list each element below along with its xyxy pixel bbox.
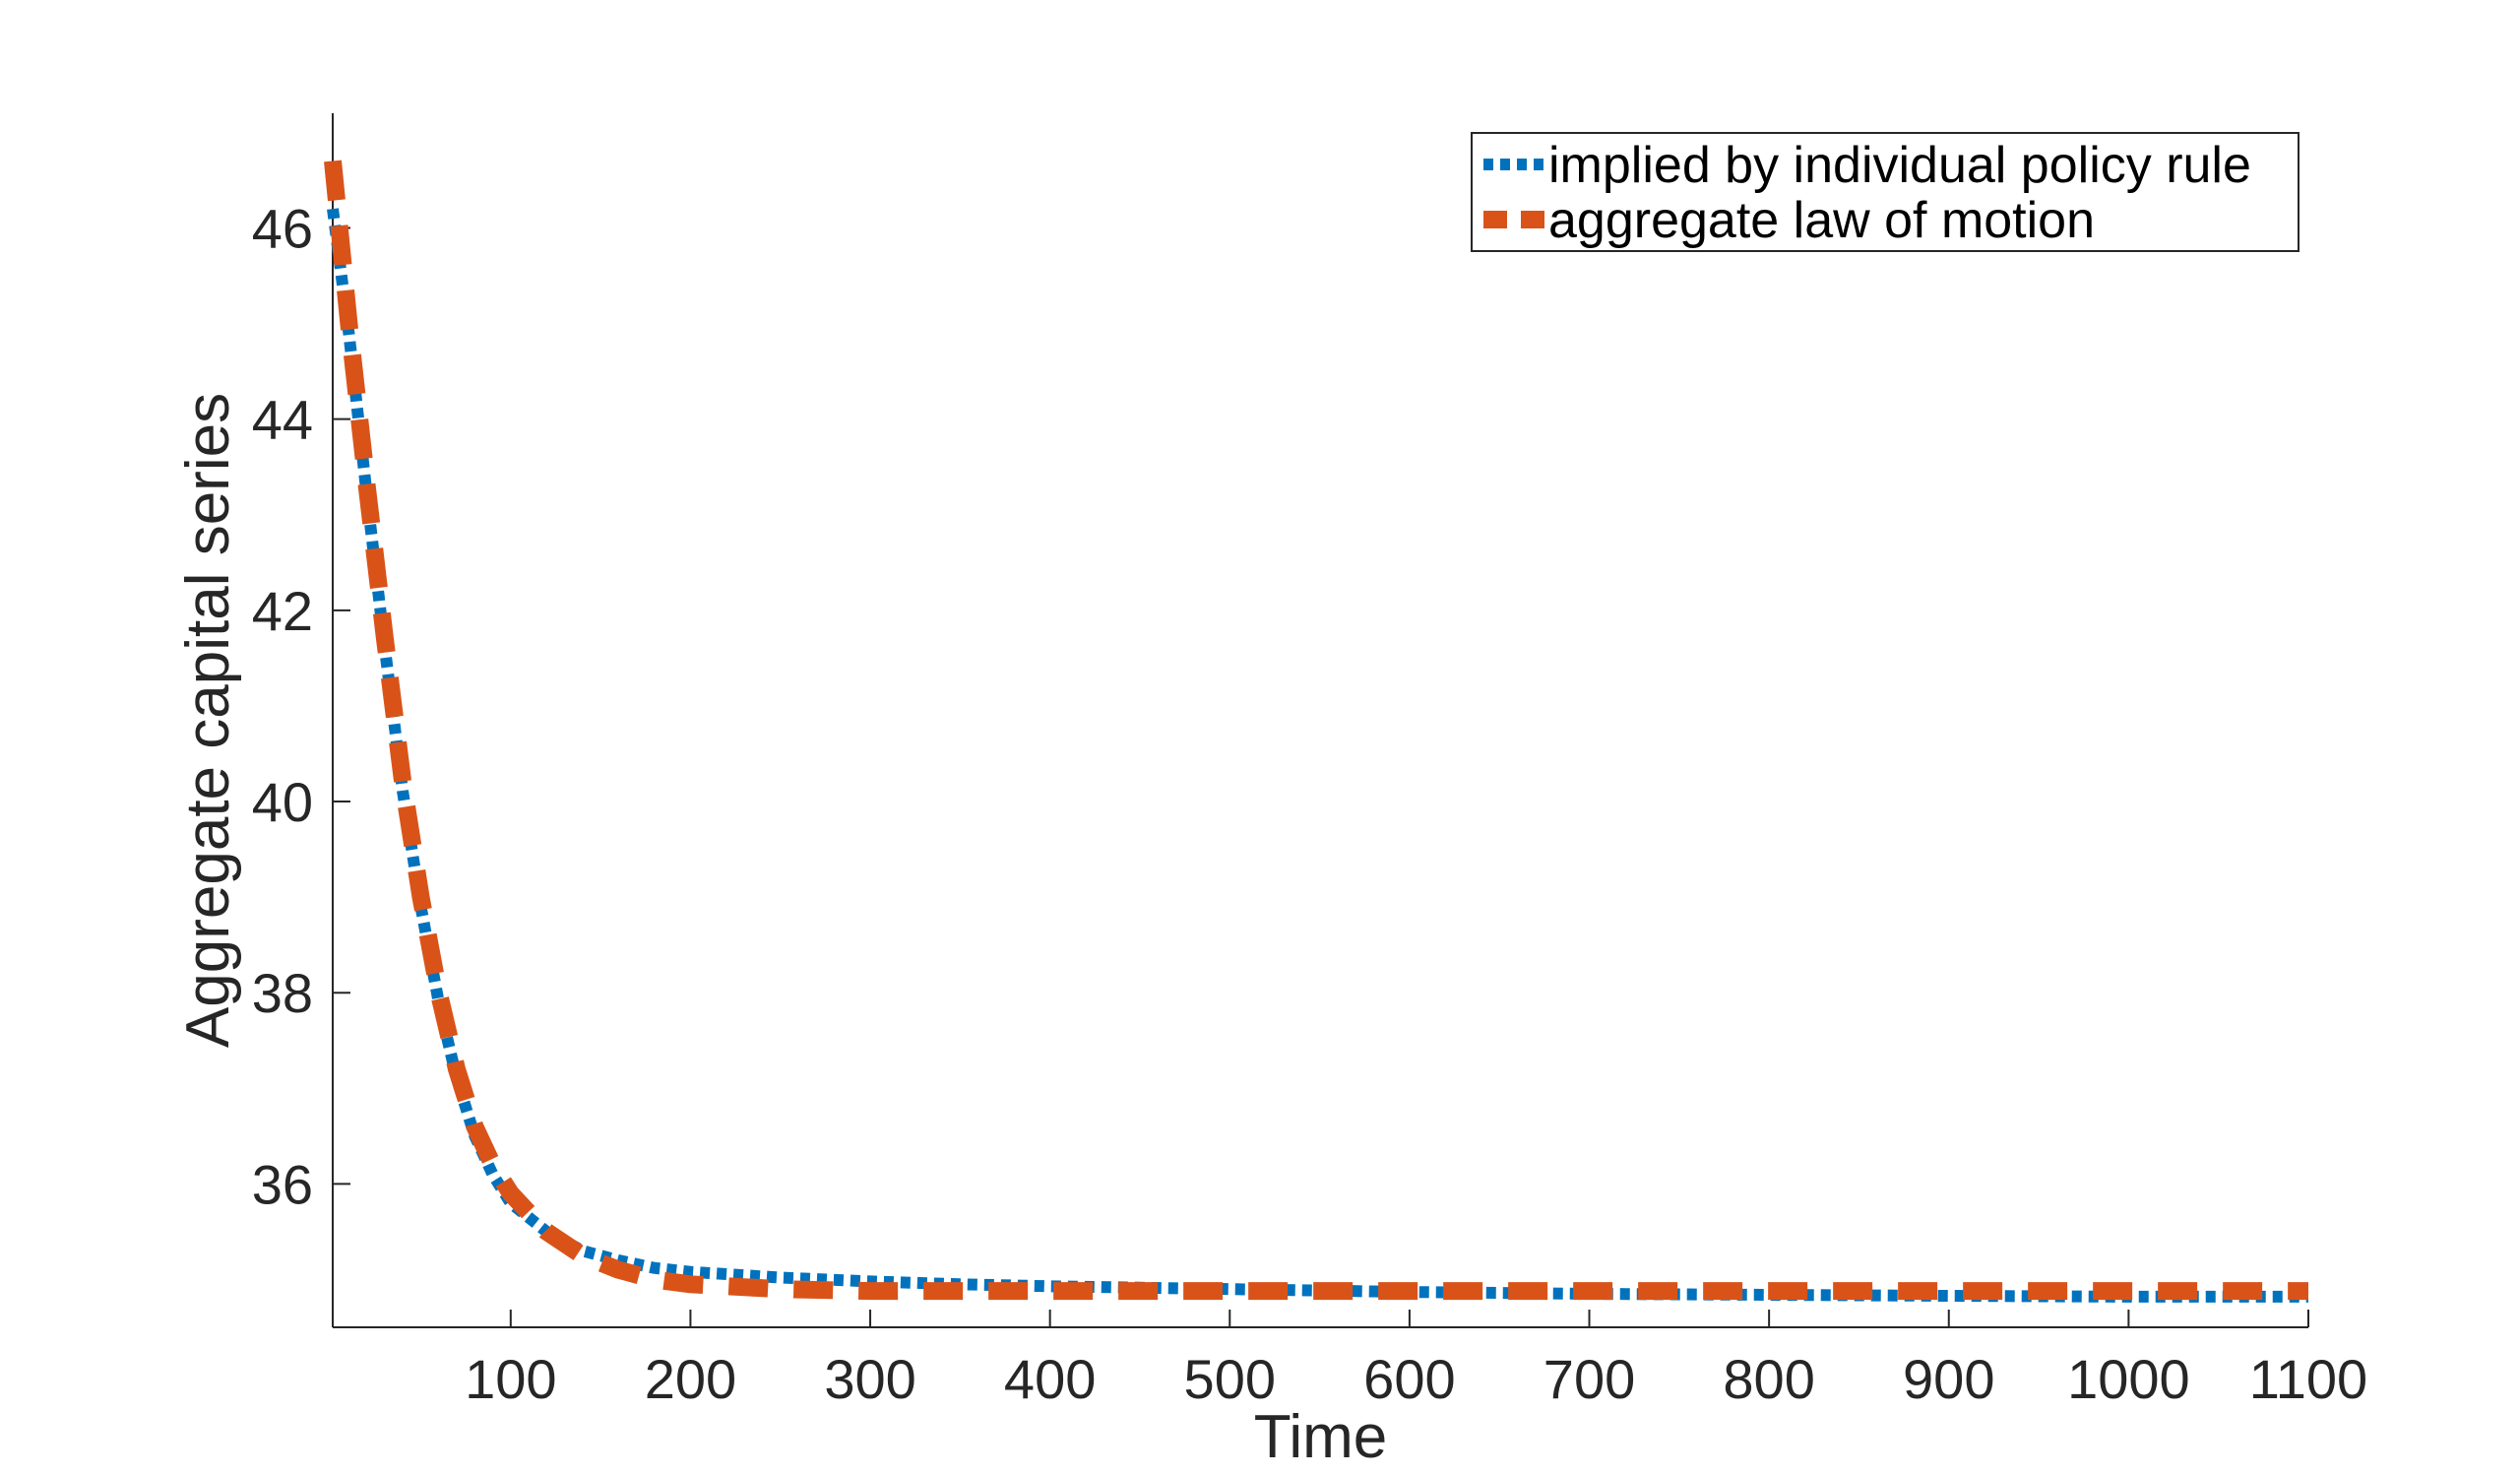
x-tick-label: 700 xyxy=(1544,1348,1635,1410)
x-tick-label: 500 xyxy=(1184,1348,1276,1410)
x-tick-label: 900 xyxy=(1903,1348,1994,1410)
x-tick-label: 1100 xyxy=(2249,1348,2367,1410)
y-axis-label: Aggregate capital series xyxy=(174,393,242,1048)
series-line-1 xyxy=(327,208,2308,1303)
legend: implied by individual policy ruleaggrega… xyxy=(1471,132,2300,252)
x-tick-label: 400 xyxy=(1004,1348,1096,1410)
x-tick-label: 100 xyxy=(465,1348,556,1410)
series-layer xyxy=(324,160,2308,1303)
y-tick-label: 42 xyxy=(252,580,313,642)
legend-entry-1: implied by individual policy rule xyxy=(1548,137,2251,194)
legend-entry-2: aggregate law of motion xyxy=(1548,192,2095,249)
x-tick-label: 800 xyxy=(1723,1348,1814,1410)
axes xyxy=(332,113,2308,1328)
legend-box xyxy=(1471,132,2300,252)
x-tick-label: 1000 xyxy=(2067,1348,2190,1410)
x-tick-label: 300 xyxy=(824,1348,915,1410)
y-tick-label: 46 xyxy=(252,198,313,260)
y-tick-label: 38 xyxy=(252,962,313,1024)
series-line-2 xyxy=(324,160,2308,1301)
y-tick-label: 44 xyxy=(252,389,313,451)
y-tick-label: 40 xyxy=(252,771,313,833)
x-tick-label: 600 xyxy=(1363,1348,1455,1410)
x-axis-label: Time xyxy=(1254,1403,1387,1471)
x-tick-label: 200 xyxy=(645,1348,736,1410)
y-tick-label: 36 xyxy=(252,1153,313,1215)
ticks: 100 200 300 400 500 600 700 800 900 1000 1100 36 38 4… xyxy=(252,198,2368,1410)
